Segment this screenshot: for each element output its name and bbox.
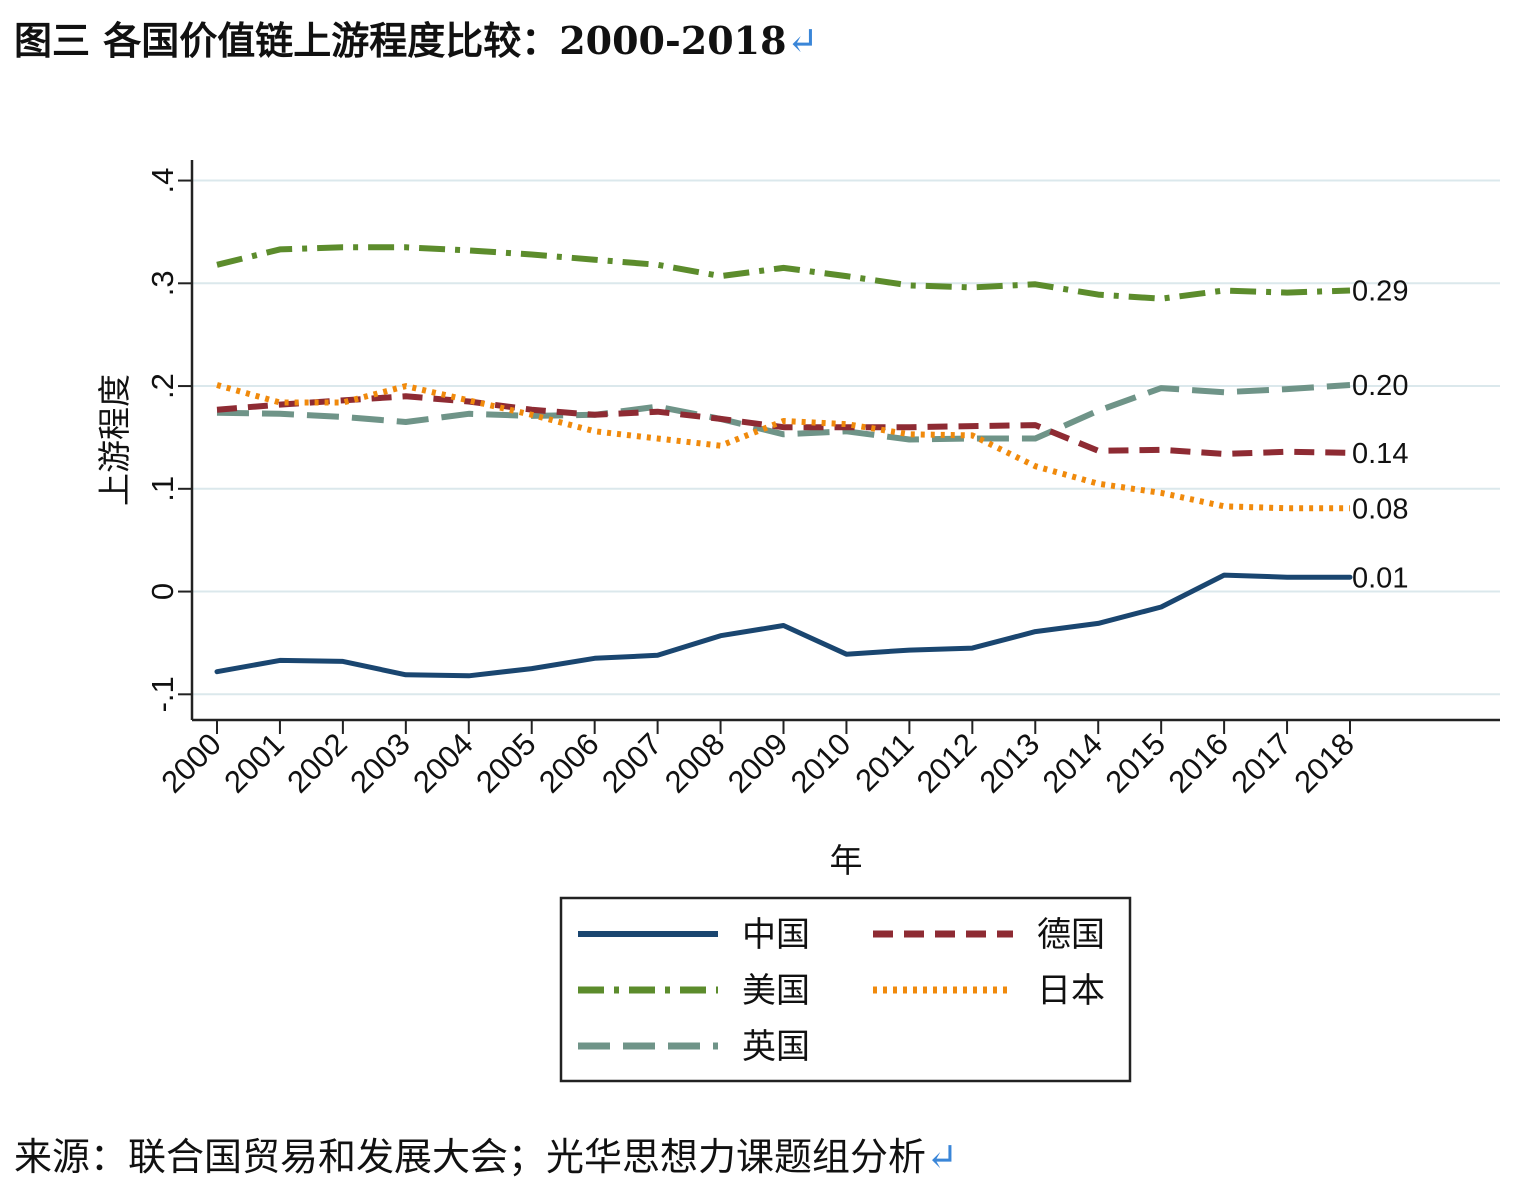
x-tick-label: 2000 xyxy=(154,726,228,800)
return-mark-icon: ↵ xyxy=(926,1135,958,1179)
figure-title: 图三 各国价值链上游程度比较：2000-2018↵ xyxy=(14,10,818,65)
figure-source-text: 来源：联合国贸易和发展大会；光华思想力课题组分析 xyxy=(14,1135,927,1179)
x-tick-label: 2014 xyxy=(1036,726,1110,800)
series-line-英国 xyxy=(216,382,1351,443)
y-tick-label: .3 xyxy=(145,270,180,296)
x-tick-label: 2006 xyxy=(532,726,606,800)
figure-title-text: 图三 各国价值链上游程度比较：2000-2018 xyxy=(14,18,787,63)
series-line-美国 xyxy=(216,244,1351,302)
end-label: 0.14 xyxy=(1352,438,1408,470)
x-tick-label: 2012 xyxy=(910,726,984,800)
end-labels: 0.01 0.14 0.29 0.08 0.20 xyxy=(1352,276,1408,595)
end-label: 0.29 xyxy=(1352,276,1408,308)
axes: -.1 0 .1 .2 .3 .4 2000200120022003200420052006… xyxy=(145,160,1500,800)
x-tick-label: 2016 xyxy=(1162,726,1236,800)
y-tick-label: .2 xyxy=(145,373,180,399)
end-label: 0.01 xyxy=(1352,562,1408,594)
legend-label: 德国 xyxy=(1037,915,1105,955)
x-tick-label: 2004 xyxy=(406,726,480,800)
y-axis-title: 上游程度 xyxy=(95,374,134,506)
x-tick-label: 2017 xyxy=(1224,726,1298,800)
legend-label: 中国 xyxy=(742,915,810,955)
y-tick-label: .4 xyxy=(145,168,180,194)
end-label: 0.08 xyxy=(1352,493,1408,525)
figure-source: 来源：联合国贸易和发展大会；光华思想力课题组分析↵ xyxy=(14,1126,958,1181)
x-tick-label: 2010 xyxy=(784,726,858,800)
x-tick-label: 2015 xyxy=(1099,726,1173,800)
y-tick-label: .1 xyxy=(145,476,180,502)
x-tick-label: 2003 xyxy=(343,726,417,800)
series-lines xyxy=(214,244,1353,679)
x-tick-label: 2007 xyxy=(595,726,669,800)
x-tick-label: 2002 xyxy=(280,726,354,800)
x-axis-title: 年 xyxy=(830,841,863,880)
legend-box xyxy=(559,896,1132,1083)
x-tick-label: 2018 xyxy=(1287,726,1361,800)
return-mark-icon: ↵ xyxy=(786,19,819,63)
series-line-日本 xyxy=(216,382,1350,512)
x-tick-label: 2001 xyxy=(217,726,291,800)
x-tick-label: 2008 xyxy=(658,726,732,800)
x-tick-label: 2013 xyxy=(973,726,1047,800)
legend-label: 美国 xyxy=(742,971,810,1011)
gridlines xyxy=(192,179,1500,696)
x-tick-label: 2011 xyxy=(848,726,920,798)
legend-label: 英国 xyxy=(742,1027,810,1067)
legend-label: 日本 xyxy=(1037,971,1105,1011)
y-tick-label: -.1 xyxy=(145,676,180,712)
end-label: 0.20 xyxy=(1352,370,1408,402)
series-line-德国 xyxy=(216,393,1351,457)
series-line-中国 xyxy=(214,572,1353,679)
x-tick-label: 2005 xyxy=(469,726,543,800)
y-tick-label: 0 xyxy=(145,583,180,600)
x-tick-label: 2009 xyxy=(721,726,795,800)
